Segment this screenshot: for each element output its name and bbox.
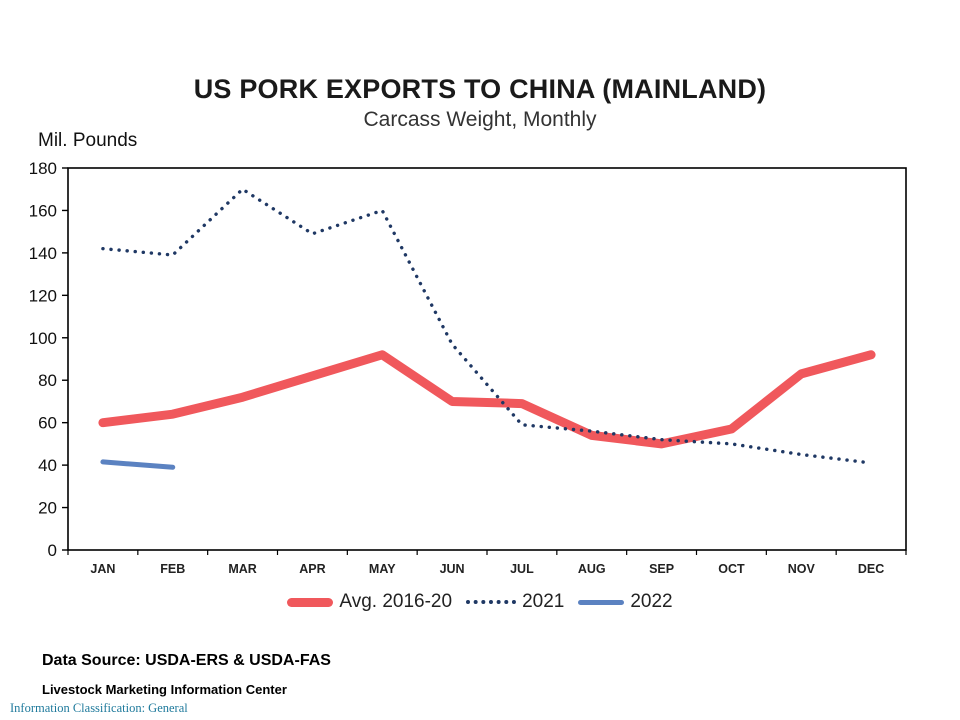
svg-text:120: 120 <box>30 286 57 305</box>
chart-plot: 0 20 40 60 80 100 120 140 160 180 JAN FEB MAR APR MAY J… <box>30 159 907 576</box>
svg-text:JUN: JUN <box>440 562 465 576</box>
svg-text:JAN: JAN <box>90 562 115 576</box>
legend-label-avg: Avg. 2016-20 <box>339 591 453 612</box>
svg-text:40: 40 <box>38 456 57 475</box>
legend-item-2022: 2022 <box>578 591 673 613</box>
svg-text:MAR: MAR <box>228 562 256 576</box>
chart-subtitle: Carcass Weight, Monthly <box>363 108 597 131</box>
svg-text:SEP: SEP <box>649 562 674 576</box>
svg-text:100: 100 <box>30 329 57 348</box>
svg-text:DEC: DEC <box>858 562 884 576</box>
legend-item-avg: Avg. 2016-20 <box>287 591 452 613</box>
svg-text:180: 180 <box>30 159 57 178</box>
classification-text: Information Classification: General <box>10 701 188 715</box>
legend-label-2021: 2021 <box>522 591 565 612</box>
legend-swatch-2021 <box>466 600 517 604</box>
legend-item-2021: 2021 <box>466 591 564 613</box>
chart-legend: Avg. 2016-20 2021 2022 <box>0 591 960 613</box>
svg-text:APR: APR <box>299 562 325 576</box>
svg-text:FEB: FEB <box>160 562 185 576</box>
svg-text:60: 60 <box>38 414 57 433</box>
legend-swatch-avg <box>287 597 334 607</box>
svg-text:JUL: JUL <box>510 562 534 576</box>
legend-swatch-2022 <box>578 599 625 605</box>
svg-text:AUG: AUG <box>578 562 606 576</box>
svg-text:20: 20 <box>38 499 57 518</box>
svg-text:160: 160 <box>30 201 57 220</box>
data-source-text: Data Source: USDA-ERS & USDA-FAS <box>42 652 331 669</box>
svg-text:OCT: OCT <box>718 562 745 576</box>
svg-text:140: 140 <box>30 244 57 263</box>
legend-label-2022: 2022 <box>630 591 673 612</box>
svg-text:0: 0 <box>48 541 57 560</box>
y-axis-label: Mil. Pounds <box>38 130 138 151</box>
org-text: Livestock Marketing Information Center <box>42 682 287 697</box>
chart-title: US PORK EXPORTS TO CHINA (MAINLAND) <box>193 74 767 104</box>
svg-text:NOV: NOV <box>788 562 816 576</box>
svg-text:80: 80 <box>38 371 57 390</box>
svg-text:MAY: MAY <box>369 562 396 576</box>
